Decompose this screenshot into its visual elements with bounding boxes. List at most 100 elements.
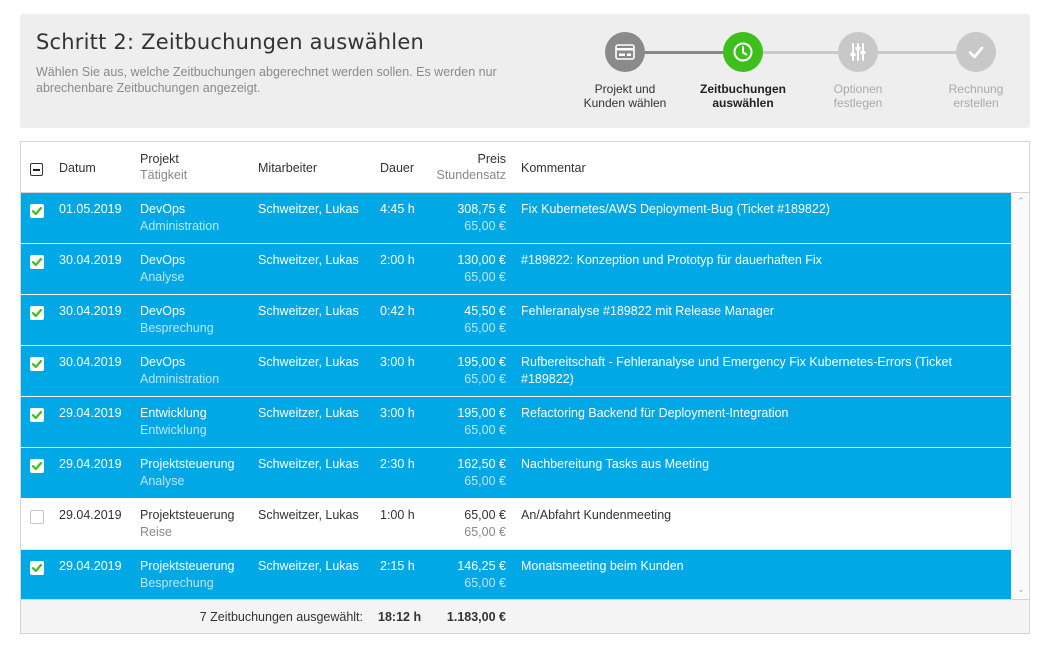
table-footer: 7 Zeitbuchungen ausgewählt: 18:12 h 1.18… — [21, 599, 1029, 633]
wizard-header: Schritt 2: Zeitbuchungen auswählen Wähle… — [20, 14, 1030, 128]
cell-dauer: 2:30 h — [380, 457, 415, 471]
cell-stundensatz: 65,00 € — [464, 321, 506, 335]
scroll-up-icon[interactable]: ⌃ — [1017, 196, 1025, 206]
cell-dauer: 4:45 h — [380, 202, 415, 216]
cell-datum: 29.04.2019 — [59, 508, 122, 522]
row-checkbox[interactable] — [30, 357, 44, 371]
table-scrollbar[interactable]: ⌃ ⌄ — [1011, 193, 1029, 599]
cell-dauer: 3:00 h — [380, 406, 415, 420]
cell-preis: 45,50 € — [464, 304, 506, 318]
cell-stundensatz: 65,00 € — [464, 372, 506, 386]
row-checkbox[interactable] — [30, 204, 44, 218]
step-label: Optionen festlegen — [833, 82, 883, 110]
cell-preis: 130,00 € — [457, 253, 506, 267]
step-label: Zeitbuchungen auswählen — [700, 82, 786, 110]
cell-mitarbeiter: Schweitzer, Lukas — [258, 457, 359, 471]
scroll-down-icon[interactable]: ⌄ — [1017, 584, 1025, 594]
clock-icon — [723, 32, 763, 72]
step-optionen[interactable]: Optionen festlegen — [798, 32, 918, 110]
row-checkbox[interactable] — [30, 408, 44, 422]
col-mitarbeiter[interactable]: Mitarbeiter — [258, 161, 318, 175]
table-row[interactable]: 29.04.2019 Projektsteuerung Besprechung Sch… — [21, 550, 1011, 599]
row-checkbox[interactable] — [30, 306, 44, 320]
select-all-checkbox[interactable] — [30, 163, 43, 176]
table-row[interactable]: 30.04.2019 DevOps Analyse Schweitzer, Lukas… — [21, 244, 1011, 295]
table-row[interactable]: 30.04.2019 DevOps Administration Schweitzer… — [21, 346, 1011, 397]
cell-taetigkeit: Reise — [140, 525, 172, 539]
progress-stepper: Projekt und Kunden wählen Zeitbuchungen au… — [560, 14, 1030, 128]
table-header: Datum Projekt Tätigkeit Mitarbeiter Daue… — [21, 142, 1029, 193]
check-icon — [956, 32, 996, 72]
cell-kommentar: An/Abfahrt Kundenmeeting — [521, 508, 672, 522]
step-projekt-kunden[interactable]: Projekt und Kunden wählen — [565, 32, 685, 110]
cell-stundensatz: 65,00 € — [464, 525, 506, 539]
cell-preis: 195,00 € — [457, 406, 506, 420]
page-subtitle: Wählen Sie aus, welche Zeitbuchungen abg… — [36, 65, 497, 95]
cell-stundensatz: 65,00 € — [464, 423, 506, 437]
table-row[interactable]: 30.04.2019 DevOps Besprechung Schweitzer, L… — [21, 295, 1011, 346]
invoice-icon — [605, 32, 645, 72]
cell-stundensatz: 65,00 € — [464, 270, 506, 284]
col-kommentar[interactable]: Kommentar — [521, 161, 586, 175]
cell-mitarbeiter: Schweitzer, Lukas — [258, 406, 359, 420]
cell-projekt: Projektsteuerung — [140, 457, 235, 471]
cell-stundensatz: 65,00 € — [464, 474, 506, 488]
total-price: 1.183,00 € — [446, 610, 506, 624]
selection-summary: 7 Zeitbuchungen ausgewählt: — [199, 610, 363, 624]
table-body: 01.05.2019 DevOps Administration Schweitzer… — [21, 193, 1011, 599]
cell-stundensatz: 65,00 € — [464, 576, 506, 590]
cell-preis: 65,00 € — [464, 508, 506, 522]
row-checkbox[interactable] — [30, 255, 44, 269]
cell-projekt: Projektsteuerung — [140, 559, 235, 573]
cell-dauer: 2:15 h — [380, 559, 415, 573]
cell-kommentar: Monatsmeeting beim Kunden — [521, 559, 684, 573]
cell-datum: 29.04.2019 — [59, 559, 122, 573]
cell-mitarbeiter: Schweitzer, Lukas — [258, 559, 359, 573]
cell-taetigkeit: Administration — [140, 219, 220, 233]
cell-projekt: DevOps — [140, 253, 186, 267]
cell-dauer: 1:00 h — [380, 508, 415, 522]
time-entries-table: Datum Projekt Tätigkeit Mitarbeiter Daue… — [20, 141, 1030, 634]
row-checkbox[interactable] — [30, 561, 44, 575]
cell-dauer: 2:00 h — [380, 253, 415, 267]
col-datum[interactable]: Datum — [59, 161, 96, 175]
cell-mitarbeiter: Schweitzer, Lukas — [258, 304, 359, 318]
cell-taetigkeit: Administration — [140, 372, 220, 386]
row-checkbox[interactable] — [30, 459, 44, 473]
step-label: Projekt und Kunden wählen — [583, 82, 667, 110]
table-row[interactable]: 29.04.2019 Projektsteuerung Analyse Schweit… — [21, 448, 1011, 499]
cell-preis: 146,25 € — [457, 559, 506, 573]
cell-datum: 29.04.2019 — [59, 457, 122, 471]
cell-kommentar: Nachbereitung Tasks aus Meeting — [521, 457, 710, 471]
cell-projekt: DevOps — [140, 355, 186, 369]
table-row[interactable]: 29.04.2019 Entwicklung Entwicklung Schweitz… — [21, 397, 1011, 448]
cell-taetigkeit: Besprechung — [140, 321, 214, 335]
cell-mitarbeiter: Schweitzer, Lukas — [258, 508, 359, 522]
col-projekt[interactable]: Projekt Tätigkeit — [140, 152, 188, 182]
cell-projekt: Entwicklung — [140, 406, 207, 420]
cell-kommentar: Rufbereitschaft - Fehleranalyse und Emer… — [521, 355, 952, 386]
cell-datum: 30.04.2019 — [59, 253, 122, 267]
cell-taetigkeit: Analyse — [140, 270, 185, 284]
row-checkbox[interactable] — [30, 510, 44, 524]
col-dauer[interactable]: Dauer — [380, 161, 415, 175]
cell-kommentar: Fehleranalyse #189822 mit Release Manage… — [521, 304, 774, 318]
cell-datum: 01.05.2019 — [59, 202, 122, 216]
table-row[interactable]: 01.05.2019 DevOps Administration Schweitzer… — [21, 193, 1011, 244]
cell-taetigkeit: Entwicklung — [140, 423, 207, 437]
cell-stundensatz: 65,00 € — [464, 219, 506, 233]
cell-projekt: DevOps — [140, 202, 186, 216]
step-rechnung[interactable]: Rechnung erstellen — [916, 32, 1036, 110]
page-title: Schritt 2: Zeitbuchungen auswählen — [36, 30, 424, 54]
cell-datum: 30.04.2019 — [59, 355, 122, 369]
table-row[interactable]: 29.04.2019 Projektsteuerung Reise Schweitze… — [21, 499, 1011, 550]
cell-kommentar: #189822: Konzeption und Prototyp für dau… — [521, 253, 822, 267]
cell-preis: 195,00 € — [457, 355, 506, 369]
col-preis[interactable]: Preis Stundensatz — [436, 152, 507, 182]
cell-mitarbeiter: Schweitzer, Lukas — [258, 202, 359, 216]
cell-taetigkeit: Besprechung — [140, 576, 214, 590]
cell-preis: 162,50 € — [457, 457, 506, 471]
cell-kommentar: Fix Kubernetes/AWS Deployment-Bug (Ticke… — [521, 202, 830, 216]
step-zeitbuchungen[interactable]: Zeitbuchungen auswählen — [683, 32, 803, 110]
step-label: Rechnung erstellen — [948, 82, 1004, 110]
